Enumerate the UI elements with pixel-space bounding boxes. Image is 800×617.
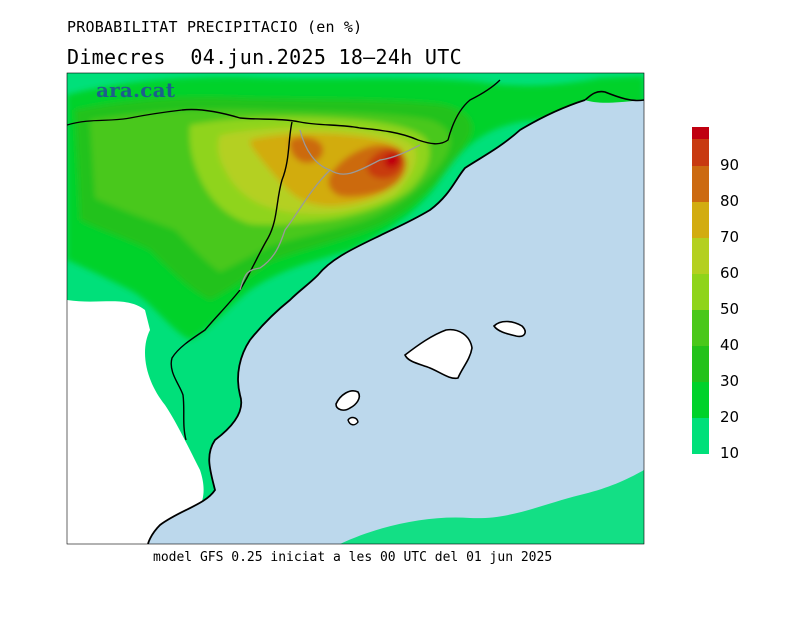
legend-label-40: 40	[720, 336, 740, 354]
legend-color-10	[692, 417, 709, 454]
map-frame	[66, 72, 645, 545]
legend-label-20: 20	[720, 408, 740, 426]
legend-color-top	[692, 127, 709, 139]
border-west	[67, 109, 183, 126]
aracat-logo: ara.cat	[96, 78, 176, 102]
legend-color-40	[692, 309, 709, 346]
legend-color-60	[692, 237, 709, 274]
legend-label-80: 80	[720, 192, 740, 210]
no-data-west	[67, 300, 204, 544]
legend-color-50	[692, 273, 709, 310]
province-borders	[239, 129, 421, 291]
zone-70-pyrenees	[289, 137, 324, 163]
island-mallorca	[404, 328, 473, 380]
legend-label-50: 50	[720, 300, 740, 318]
border-france-spain	[181, 79, 501, 145]
island-menorca	[492, 320, 526, 338]
legend-label-70: 70	[720, 228, 740, 246]
map-title: PROBABILITAT PRECIPITACIO (en %)	[67, 18, 363, 36]
legend-label-90: 90	[720, 156, 740, 174]
legend-color-20	[692, 381, 709, 418]
coastline	[147, 99, 586, 544]
zone-100	[384, 153, 401, 168]
legend-label-10: 10	[720, 444, 740, 462]
legend-label-60: 60	[720, 264, 740, 282]
forecast-period: Dimecres 04.jun.2025 18—24h UTC	[67, 45, 462, 69]
sea-precip-south	[340, 470, 644, 544]
island-formentera	[347, 416, 359, 426]
legend-label-30: 30	[720, 372, 740, 390]
legend-color-30	[692, 345, 709, 382]
coastline-north	[584, 90, 644, 102]
island-ibiza	[335, 390, 361, 411]
legend-color-80	[692, 165, 709, 202]
border-aragon-catalonia	[170, 121, 293, 441]
legend-color-70	[692, 201, 709, 238]
sea-area	[148, 100, 644, 544]
model-info: model GFS 0.25 iniciat a les 00 UTC del …	[153, 550, 553, 565]
